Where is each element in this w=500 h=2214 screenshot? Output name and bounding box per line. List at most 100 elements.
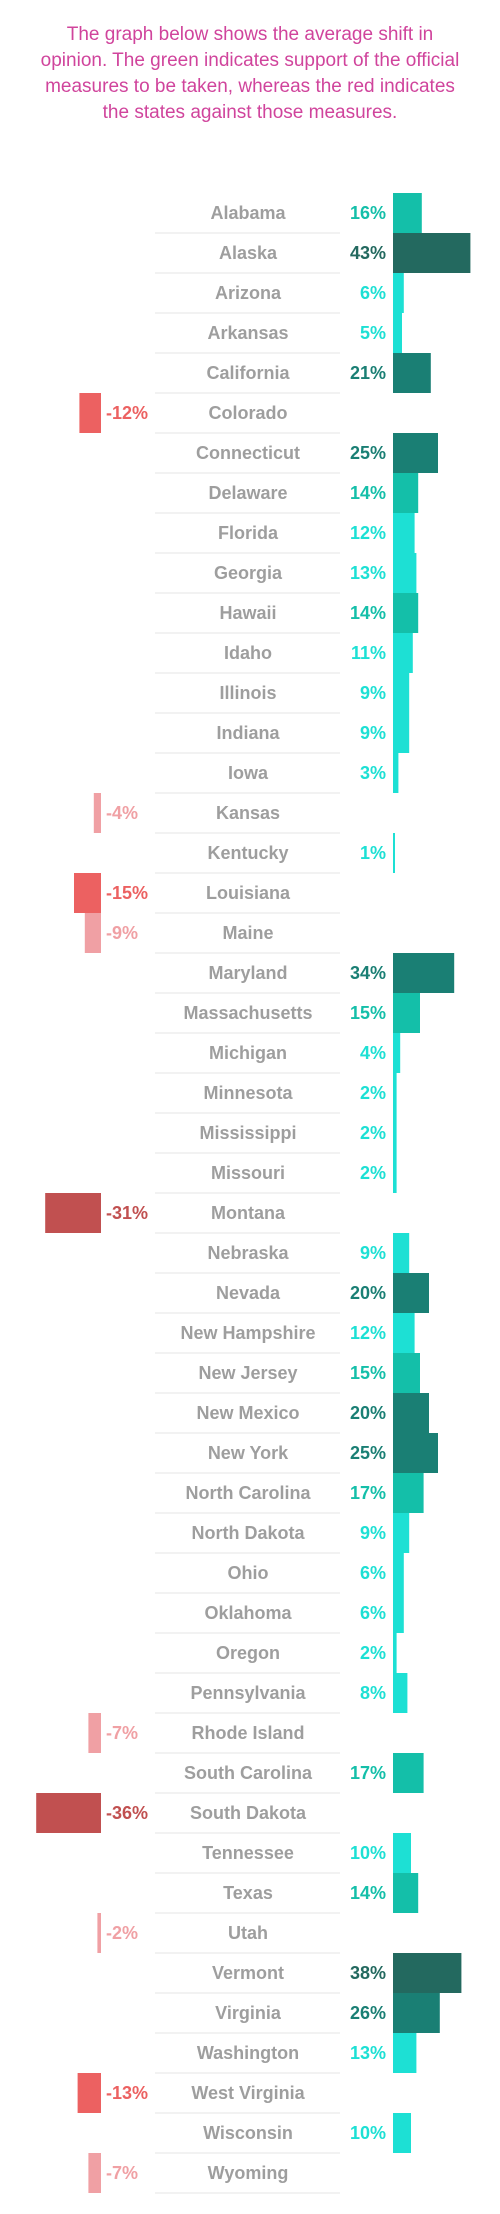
positive-bar (393, 233, 471, 273)
positive-bar (393, 1033, 401, 1073)
positive-bar (393, 1513, 410, 1553)
value-label: 43% (350, 243, 386, 263)
negative-bar (84, 913, 101, 953)
value-label: 2% (360, 1083, 386, 1103)
value-label: 25% (350, 1443, 386, 1463)
value-label: 25% (350, 443, 386, 463)
value-label: 15% (350, 1003, 386, 1023)
value-label: 5% (360, 323, 386, 343)
positive-bar (393, 273, 404, 313)
value-label: 14% (350, 1883, 386, 1903)
positive-bar (393, 1433, 438, 1473)
state-label: Florida (218, 523, 279, 543)
state-label: Maryland (208, 963, 287, 983)
state-label: Washington (197, 2043, 299, 2063)
value-label: -15% (106, 883, 148, 903)
value-label: 2% (360, 1123, 386, 1143)
value-label: 9% (360, 1243, 386, 1263)
value-label: -31% (106, 1203, 148, 1223)
value-label: 10% (350, 1843, 386, 1863)
value-label: -12% (106, 403, 148, 423)
positive-bar (393, 713, 410, 753)
state-label: Pennsylvania (190, 1683, 306, 1703)
value-label: -9% (106, 923, 138, 943)
state-label: Tennessee (202, 1843, 294, 1863)
value-label: -2% (106, 1923, 138, 1943)
state-label: Delaware (208, 483, 287, 503)
state-label: Louisiana (206, 883, 291, 903)
positive-bar (393, 353, 431, 393)
value-label: 17% (350, 1763, 386, 1783)
state-label: Utah (228, 1923, 268, 1943)
state-label: Nevada (216, 1283, 281, 1303)
state-label: Massachusetts (183, 1003, 312, 1023)
state-label: Illinois (219, 683, 276, 703)
positive-bar (393, 1153, 397, 1193)
negative-bar (74, 873, 101, 913)
positive-bar (393, 1473, 424, 1513)
positive-bar (393, 673, 410, 713)
state-label: Wisconsin (203, 2123, 293, 2143)
state-label: Indiana (216, 723, 280, 743)
value-label: 8% (360, 1683, 386, 1703)
value-label: 2% (360, 1163, 386, 1183)
positive-bar (393, 513, 415, 553)
state-label: Rhode Island (191, 1723, 304, 1743)
value-label: 17% (350, 1483, 386, 1503)
positive-bar (393, 1673, 408, 1713)
value-label: 12% (350, 1323, 386, 1343)
value-label: -36% (106, 1803, 148, 1823)
state-label: Kansas (216, 803, 280, 823)
value-label: 20% (350, 1403, 386, 1423)
value-label: 9% (360, 723, 386, 743)
positive-bar (393, 1633, 397, 1673)
state-label: Texas (223, 1883, 273, 1903)
positive-bar (393, 1753, 424, 1793)
value-label: 9% (360, 1523, 386, 1543)
positive-bar (393, 1233, 410, 1273)
negative-bar (45, 1193, 101, 1233)
value-label: 6% (360, 1603, 386, 1623)
negative-bar (88, 2153, 101, 2193)
state-label: West Virginia (191, 2083, 305, 2103)
state-label: Maine (222, 923, 273, 943)
positive-bar (393, 2033, 417, 2073)
state-label: Missouri (211, 1163, 285, 1183)
value-label: 11% (351, 643, 386, 663)
negative-bar (77, 2073, 101, 2113)
positive-bar (393, 473, 419, 513)
positive-bar (393, 433, 438, 473)
positive-bar (393, 2113, 411, 2153)
state-label: Alabama (210, 203, 286, 223)
value-label: 16% (350, 203, 386, 223)
value-label: -7% (106, 1723, 138, 1743)
positive-bar (393, 1313, 415, 1353)
positive-bar (393, 1833, 411, 1873)
value-label: 26% (350, 2003, 386, 2023)
state-label: Connecticut (196, 443, 300, 463)
state-label: South Dakota (190, 1803, 307, 1823)
value-label: 13% (350, 563, 386, 583)
positive-bar (393, 1993, 440, 2033)
positive-bar (393, 593, 419, 633)
state-label: Mississippi (199, 1123, 296, 1143)
state-label: Michigan (209, 1043, 287, 1063)
state-label: Idaho (224, 643, 272, 663)
value-label: 4% (360, 1043, 386, 1063)
value-label: 20% (350, 1283, 386, 1303)
value-label: 14% (350, 603, 386, 623)
value-label: 13% (350, 2043, 386, 2063)
negative-bar (79, 393, 101, 433)
positive-bar (393, 193, 422, 233)
negative-bar (93, 793, 101, 833)
negative-bar (88, 1713, 101, 1753)
state-label: California (206, 363, 290, 383)
value-label: 10% (350, 2123, 386, 2143)
value-label: -13% (106, 2083, 148, 2103)
positive-bar (393, 1593, 404, 1633)
state-label: North Dakota (191, 1523, 305, 1543)
positive-bar (393, 1073, 397, 1113)
positive-bar (393, 993, 420, 1033)
state-label: Vermont (212, 1963, 284, 1983)
positive-bar (393, 1393, 429, 1433)
